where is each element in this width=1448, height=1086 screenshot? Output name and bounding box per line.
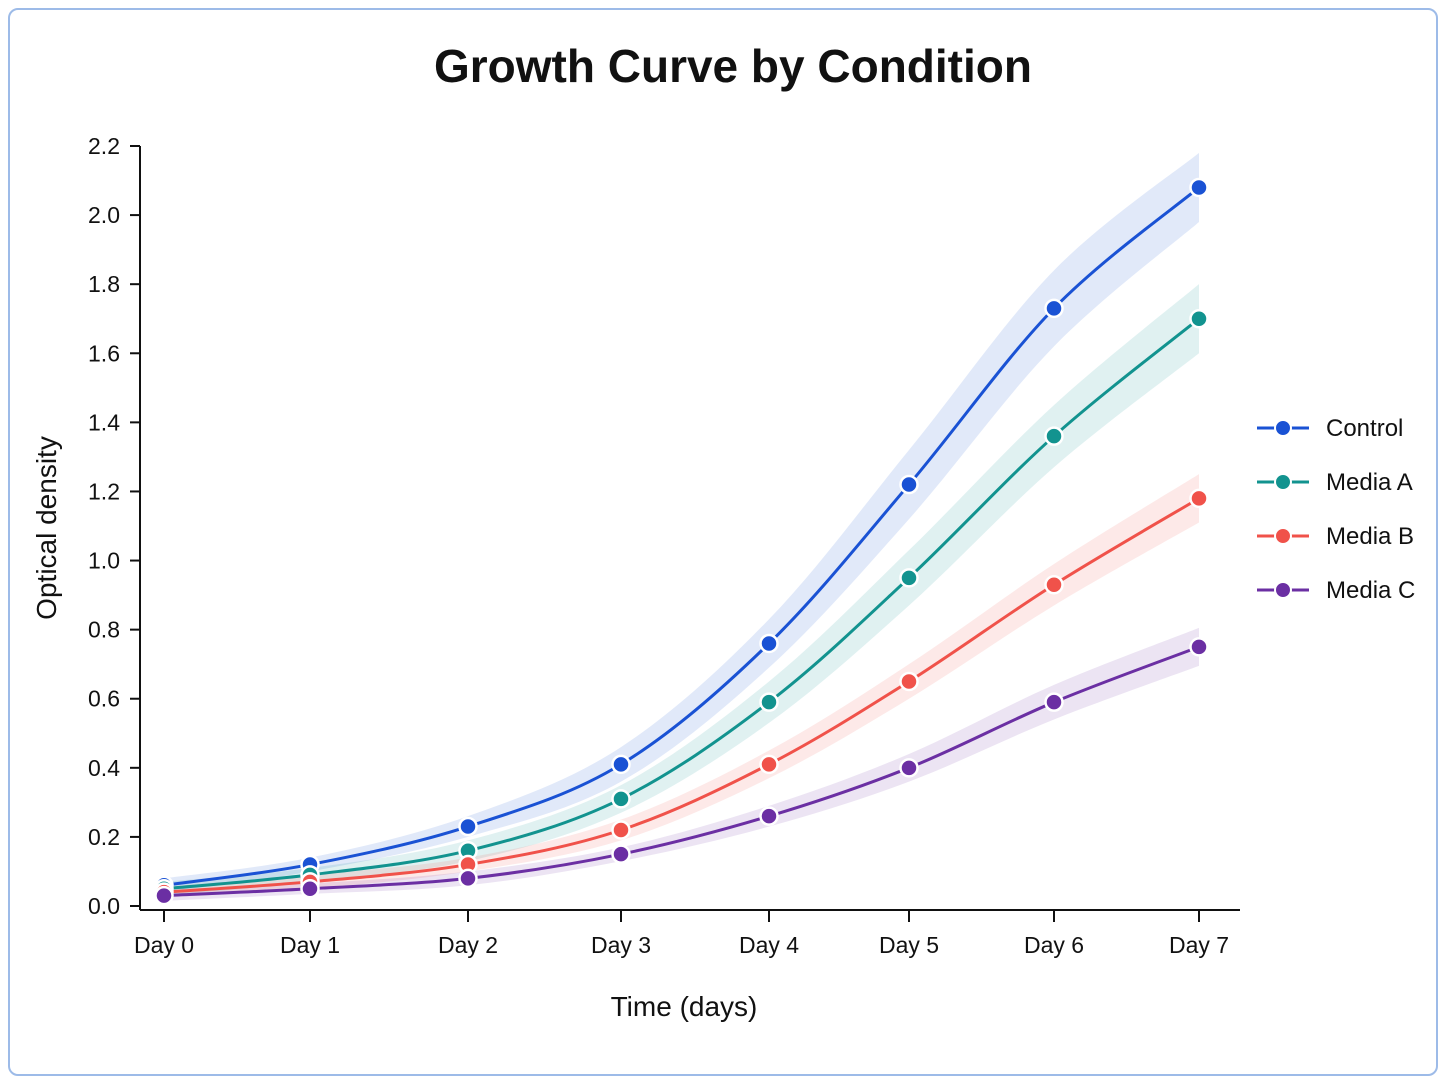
y-tick-label: 1.6 [88,340,120,366]
legend-marker-media-c [1274,581,1292,599]
y-axis-label: Optical density [31,436,62,620]
point-control-4 [759,633,779,654]
y-tick-label: 1.2 [88,478,120,504]
y-tick-label: 2.2 [88,133,120,159]
band-media-b [164,474,1199,898]
x-tick-label: Day 1 [280,932,340,958]
legend-label-media-c: Media C [1326,577,1415,604]
x-tick-label: Day 0 [134,932,194,958]
point-media-a-3 [611,789,631,809]
y-tick-label: 1.0 [88,548,120,574]
x-tick-label: Day 6 [1024,932,1084,958]
y-tick-label: 1.4 [88,409,120,435]
legend-item-media-a: Media A [1257,469,1413,496]
point-media-a-4 [759,692,779,712]
x-tick-label: Day 3 [591,932,651,958]
point-media-a-6 [1044,426,1064,446]
legend-label-control: Control [1326,415,1403,442]
x-tick-label: Day 7 [1169,932,1229,958]
y-tick-label: 0.2 [88,824,120,850]
legend-item-media-c: Media C [1257,577,1415,604]
point-media-b-7 [1189,488,1209,509]
band-control [164,152,1199,893]
point-control-7 [1189,177,1209,198]
point-media-c-7 [1189,637,1209,657]
x-tick-label: Day 2 [438,932,498,958]
x-tick-label: Day 5 [879,932,939,958]
point-media-b-4 [759,754,779,775]
point-media-b-5 [899,671,919,692]
point-media-b-3 [611,820,631,840]
point-control-3 [611,754,631,775]
line-media-a [163,317,1200,891]
band-media-a [164,284,1199,896]
y-tick-label: 0.8 [88,617,120,643]
legend: Control Media A Media B Media C [1257,415,1415,604]
x-tick-label: Day 4 [739,932,799,958]
axes: 0.0 0.2 0.4 0.6 0.8 1.0 1.2 1.4 1.6 1.8 2.0 2.2 Day … [88,133,1240,958]
point-media-a-5 [899,568,919,588]
legend-item-control: Control [1257,415,1403,442]
y-tick-label: 0.4 [88,755,120,781]
y-tick-label: 1.8 [88,271,120,297]
point-media-c-5 [899,758,919,778]
point-media-c-4 [759,806,779,826]
legend-label-media-b: Media B [1326,523,1414,550]
legend-item-media-b: Media B [1257,523,1414,550]
y-tick-label: 2.0 [88,202,120,228]
point-control-5 [899,474,919,495]
legend-marker-media-b [1274,527,1292,545]
point-media-a-7 [1189,308,1209,329]
line-media-c [163,645,1200,898]
line-control [163,186,1200,887]
x-axis-label: Time (days) [611,991,758,1022]
point-media-b-6 [1044,574,1064,595]
point-media-c-3 [611,844,631,864]
band-media-c [164,627,1199,901]
legend-label-media-a: Media A [1326,469,1413,496]
chart-title: Growth Curve by Condition [434,40,1032,92]
data-points [154,177,1209,906]
line-media-b [163,497,1200,894]
confidence-bands [164,152,1199,901]
series-lines [163,186,1200,898]
legend-marker-control [1274,419,1292,437]
point-media-c-6 [1044,692,1064,712]
legend-marker-media-a [1274,473,1292,491]
point-media-c-2 [458,868,478,889]
point-control-6 [1044,298,1064,319]
y-tick-label: 0.0 [88,893,120,919]
point-media-c-1 [300,878,320,899]
point-control-2 [458,816,478,837]
y-tick-label: 0.6 [88,686,120,712]
point-media-c-0 [154,885,174,906]
